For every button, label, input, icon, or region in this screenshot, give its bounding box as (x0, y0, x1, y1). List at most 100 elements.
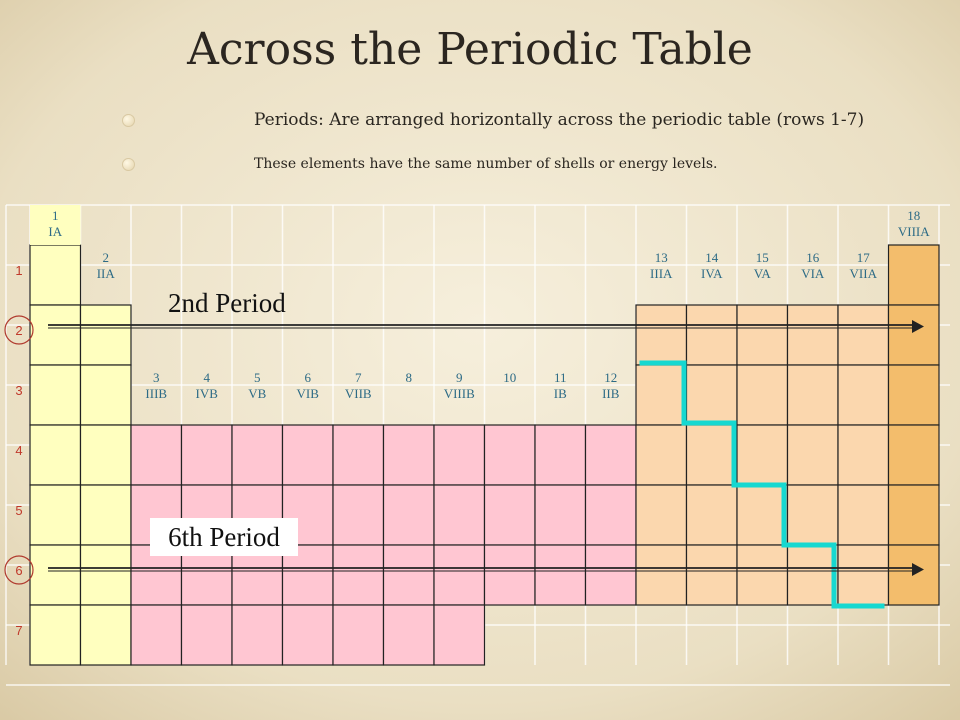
element-cell (534, 544, 587, 606)
slide-title: Across the Periodic Table (187, 24, 753, 75)
element-cell (584, 424, 637, 486)
element-cell (786, 484, 839, 546)
element-cell (837, 544, 890, 606)
period-number: 2 (15, 323, 22, 338)
element-cell (29, 484, 82, 546)
period-number: 6 (15, 563, 22, 578)
element-cell (887, 304, 940, 366)
element-cell (29, 304, 82, 366)
group-number: 8 (406, 370, 413, 385)
element-cell (433, 424, 486, 486)
group-roman: VIIIA (898, 224, 930, 239)
period-circle (4, 315, 34, 345)
group-roman: VA (754, 266, 772, 281)
group-number: 6 (305, 370, 312, 385)
group-roman: VIA (801, 266, 825, 281)
group-number: 4 (204, 370, 211, 385)
element-cell (130, 424, 183, 486)
element-cell (79, 544, 132, 606)
group-roman: IIIA (650, 266, 673, 281)
period-number: 7 (15, 623, 22, 638)
element-cell (382, 544, 435, 606)
element-cell (332, 604, 385, 666)
period-6-label: 6th Period (150, 518, 298, 556)
group-number: 1 (52, 208, 59, 223)
element-cell (29, 364, 82, 426)
element-cell (786, 304, 839, 366)
element-cell (837, 424, 890, 486)
element-cell (433, 544, 486, 606)
group-number: 15 (756, 250, 769, 265)
group-number: 5 (254, 370, 261, 385)
element-cell (79, 304, 132, 366)
period-number: 4 (15, 443, 22, 458)
period-2-label: 2nd Period (168, 288, 286, 318)
group-number: 12 (604, 370, 617, 385)
element-cell (29, 244, 82, 306)
element-cell (332, 484, 385, 546)
group-roman: VIIIB (444, 386, 475, 401)
element-cell (483, 424, 536, 486)
element-cell (635, 364, 688, 426)
element-cell (332, 424, 385, 486)
element-cell (736, 304, 789, 366)
group-roman: IIA (97, 266, 116, 281)
element-cell (635, 484, 688, 546)
element-cell (29, 424, 82, 486)
element-cell (837, 304, 890, 366)
element-cell (887, 484, 940, 546)
group-roman: IA (48, 224, 62, 239)
element-cell (281, 424, 334, 486)
element-cell (786, 544, 839, 606)
element-cell (837, 484, 890, 546)
element-cell (231, 604, 284, 666)
element-cell (433, 484, 486, 546)
bullet-dot-icon (122, 114, 135, 127)
element-cell (534, 484, 587, 546)
element-cell (786, 424, 839, 486)
element-cell (786, 364, 839, 426)
element-cell (79, 364, 132, 426)
element-cell (281, 604, 334, 666)
group-number: 3 (153, 370, 160, 385)
element-cell (382, 604, 435, 666)
period-arrow-head-icon (912, 320, 924, 333)
element-cell (685, 484, 738, 546)
element-cell (534, 424, 587, 486)
group-number: 13 (655, 250, 668, 265)
element-cell (584, 544, 637, 606)
group-roman: IVA (701, 266, 723, 281)
group-roman: IIB (602, 386, 620, 401)
period-number: 5 (15, 503, 22, 518)
element-cell (635, 304, 688, 366)
element-cell (180, 604, 233, 666)
element-cell (130, 604, 183, 666)
element-cell (736, 484, 789, 546)
element-cell (887, 424, 940, 486)
element-cell (231, 424, 284, 486)
element-cell (685, 544, 738, 606)
element-cell (332, 544, 385, 606)
group-number: 11 (554, 370, 567, 385)
group-number: 14 (705, 250, 719, 265)
element-cell (635, 544, 688, 606)
element-cell (887, 364, 940, 426)
element-cell (635, 424, 688, 486)
group-number: 16 (806, 250, 820, 265)
element-cell (79, 484, 132, 546)
element-cell (382, 424, 435, 486)
period-number: 3 (15, 383, 22, 398)
element-cell (584, 484, 637, 546)
bullet-text: These elements have the same number of s… (254, 156, 718, 172)
group-number: 17 (857, 250, 871, 265)
group-header-cell (30, 205, 81, 245)
group-number: 9 (456, 370, 463, 385)
element-cell (736, 424, 789, 486)
group-roman: IB (554, 386, 567, 401)
element-cell (685, 424, 738, 486)
element-cell (483, 544, 536, 606)
element-cell (382, 484, 435, 546)
period-circle (4, 555, 34, 585)
group-number: 18 (907, 208, 920, 223)
element-cell (685, 304, 738, 366)
